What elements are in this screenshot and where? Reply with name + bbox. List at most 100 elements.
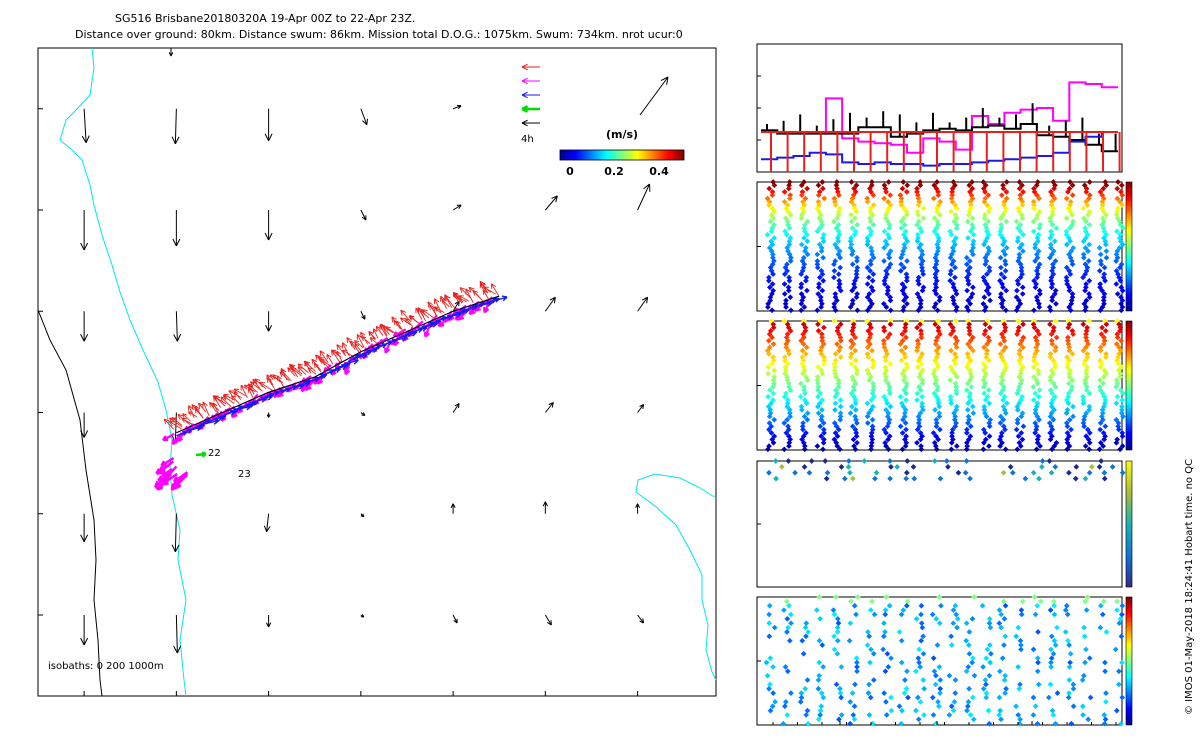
temperature-panel-point <box>1082 244 1089 251</box>
salinity-panel-point <box>1035 370 1042 377</box>
temperature-panel-point <box>970 251 976 258</box>
salinity-panel-point <box>1018 413 1025 420</box>
salinity-panel-point <box>1068 426 1074 433</box>
oxygen-panel-point <box>883 594 890 600</box>
salinity-panel-point <box>834 433 841 440</box>
oxygen-panel-point <box>913 668 919 675</box>
temperature-panel-point <box>851 284 858 291</box>
oxygen-panel-point <box>898 659 905 666</box>
gps-velocity-arrow-head <box>423 331 430 338</box>
oxygen-panel-point <box>953 611 960 618</box>
swim-velocity-arrow <box>490 283 499 296</box>
oxygen-panel-point <box>934 642 941 648</box>
temperature-panel-point <box>1000 241 1006 248</box>
oxygen-panel-point <box>847 699 854 705</box>
chla-panel-point <box>1052 464 1059 470</box>
temperature-panel-point <box>1118 307 1125 314</box>
temperature-panel-point <box>1086 294 1093 301</box>
colorbar-unit: (m/s) <box>606 128 638 141</box>
salinity-panel-point <box>1100 374 1107 380</box>
geo-velocity-arrow <box>452 204 462 211</box>
geo-velocity-arrow <box>452 105 462 110</box>
salinity-panel-point <box>952 318 959 324</box>
oxygen-panel-point <box>803 633 809 640</box>
temperature-panel-point <box>767 294 774 301</box>
temperature-panel-point <box>1103 212 1109 218</box>
swim-velocity-arrow-head <box>223 393 229 399</box>
salinity-panel-point <box>965 400 972 407</box>
geo-velocity-arrow <box>637 614 644 624</box>
gps-velocity-arrow-head <box>156 482 164 490</box>
temperature-panel-point <box>1003 179 1010 185</box>
swim-velocity-arrow <box>354 340 364 348</box>
geo-velocity-arrow-head <box>265 622 272 628</box>
swim-velocity-arrow-head <box>233 388 240 394</box>
oxygen-panel-point <box>1116 620 1123 627</box>
salinity-panel-point <box>935 324 942 331</box>
swim-velocity-arrow-head <box>391 316 397 323</box>
salinity-panel-point <box>982 430 989 436</box>
salinity-panel-point <box>1014 416 1021 423</box>
oxygen-panel-point <box>954 624 960 631</box>
temperature-panel-point <box>948 208 954 215</box>
chla-panel-point <box>887 475 893 482</box>
temperature-panel-point <box>904 182 911 189</box>
gps-velocity-arrow-head <box>170 483 179 491</box>
salinity-panel-point <box>936 413 943 420</box>
swim-velocity-arrow <box>400 317 411 326</box>
chla-panel-point <box>1000 469 1007 476</box>
oxygen-panel-point <box>930 712 937 718</box>
temperature-panel-point <box>1066 225 1073 231</box>
temperature-panel-point <box>1000 284 1006 291</box>
salinity-panel-point <box>1080 321 1087 328</box>
geo-velocity-arrow-head <box>173 333 182 342</box>
temperature-panel-point <box>864 195 871 202</box>
current-velocity-arrow-head <box>501 295 508 302</box>
oxygen-panel-point <box>834 624 841 631</box>
oxygen-panel-point <box>918 611 924 618</box>
oxygen-panel-point <box>851 703 858 710</box>
oxygen-panel-point <box>1002 690 1008 696</box>
salinity-panel-point <box>821 436 827 443</box>
temperature-panel-point <box>964 287 970 294</box>
salinity-panel-point <box>915 364 921 370</box>
salinity-panel-point <box>1014 420 1021 426</box>
oxygen-panel-point <box>766 685 772 692</box>
salinity-panel-point <box>848 360 855 367</box>
oxygen-panel-point <box>1081 633 1088 640</box>
salinity-panel-point <box>864 413 871 420</box>
salinity-panel-point <box>852 446 859 453</box>
salinity-panel-point <box>1064 364 1071 370</box>
temperature-panel-point <box>851 231 858 238</box>
swim-velocity-arrow-head <box>326 354 332 360</box>
salinity-panel-point <box>1070 413 1076 420</box>
geo-velocity-arrow <box>544 296 556 312</box>
salinity-panel-point <box>918 360 925 367</box>
temperature-panel-point <box>887 307 894 314</box>
salinity-panel-point <box>837 337 844 344</box>
temperature-panel-point <box>1014 238 1021 245</box>
salinity-panel-point <box>819 407 825 413</box>
temperature-panel-point <box>781 198 788 205</box>
temperature-panel-point <box>870 192 877 198</box>
gps-velocity-arrow-head <box>160 460 167 467</box>
legend-reference-arrow <box>639 76 669 116</box>
oxygen-panel-point <box>867 659 873 666</box>
salinity-panel-point <box>1017 360 1024 367</box>
salinity-panel-point <box>953 374 960 380</box>
temperature-panel-point <box>869 212 876 218</box>
salinity-panel-point <box>783 341 789 347</box>
salinity-panel-point <box>771 367 777 374</box>
oxygen-panel-point <box>898 720 904 727</box>
temperature-panel-point <box>951 218 958 225</box>
temperature-panel-point <box>1114 208 1120 215</box>
temperature-panel-point <box>1083 218 1089 225</box>
salinity-panel-point <box>850 341 857 347</box>
oxygen-panel-point <box>854 664 860 670</box>
salinity-panel-point <box>919 400 925 407</box>
swim-velocity-arrow <box>360 331 369 345</box>
salinity-panel-point <box>1047 354 1054 361</box>
temperature-panel-point <box>885 198 891 205</box>
right-panels <box>756 43 1133 727</box>
temperature-panel-point <box>1034 274 1040 281</box>
